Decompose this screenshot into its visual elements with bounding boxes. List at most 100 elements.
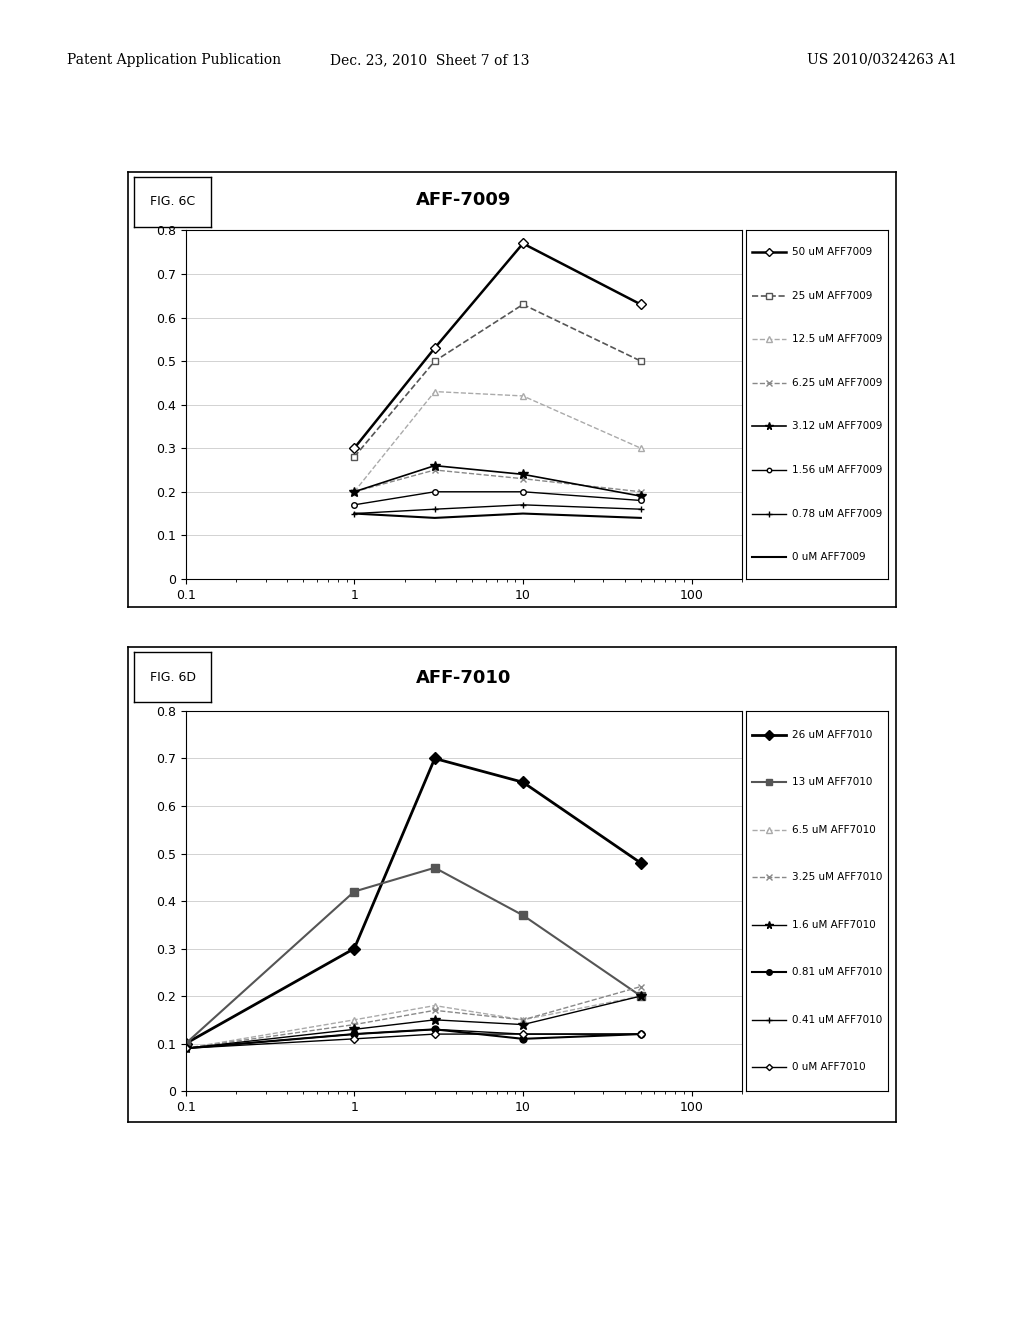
Text: AFF-7010: AFF-7010 xyxy=(417,669,512,686)
Text: 13 uM AFF7010: 13 uM AFF7010 xyxy=(792,777,872,787)
0 uM AFF7009 xyxy=(517,506,529,521)
Text: 0.41 uM AFF7010: 0.41 uM AFF7010 xyxy=(792,1015,882,1024)
12.5 uM AFF7009 xyxy=(429,384,441,400)
3.12 uM AFF7009 xyxy=(517,466,529,482)
Line: 12.5 uM AFF7009: 12.5 uM AFF7009 xyxy=(351,388,644,495)
Text: 0.78 uM AFF7009: 0.78 uM AFF7009 xyxy=(792,508,882,519)
0.81 uM AFF7010 xyxy=(429,1022,441,1038)
0.81 uM AFF7010 xyxy=(348,1026,360,1041)
0 uM AFF7010 xyxy=(635,1026,647,1041)
Text: 0.81 uM AFF7010: 0.81 uM AFF7010 xyxy=(792,968,882,977)
3.12 uM AFF7009 xyxy=(429,458,441,474)
13 uM AFF7010 xyxy=(517,907,529,923)
1.6 uM AFF7010 xyxy=(348,1022,360,1038)
26 uM AFF7010 xyxy=(635,855,647,871)
Text: 26 uM AFF7010: 26 uM AFF7010 xyxy=(792,730,872,739)
1.6 uM AFF7010 xyxy=(429,1012,441,1028)
12.5 uM AFF7009 xyxy=(517,388,529,404)
0.41 uM AFF7010 xyxy=(348,1026,360,1041)
25 uM AFF7009 xyxy=(635,354,647,370)
6.5 uM AFF7010 xyxy=(635,989,647,1005)
Line: 0 uM AFF7010: 0 uM AFF7010 xyxy=(183,1031,644,1051)
3.25 uM AFF7010 xyxy=(517,1012,529,1028)
Line: 3.12 uM AFF7009: 3.12 uM AFF7009 xyxy=(349,461,646,502)
26 uM AFF7010 xyxy=(179,1036,191,1052)
Line: 26 uM AFF7010: 26 uM AFF7010 xyxy=(181,754,645,1048)
Line: 6.25 uM AFF7009: 6.25 uM AFF7009 xyxy=(351,466,644,495)
Text: AFF-7009: AFF-7009 xyxy=(417,191,512,209)
26 uM AFF7010 xyxy=(348,941,360,957)
Text: 25 uM AFF7009: 25 uM AFF7009 xyxy=(792,290,872,301)
50 uM AFF7009 xyxy=(517,235,529,251)
13 uM AFF7010 xyxy=(179,1036,191,1052)
0 uM AFF7010 xyxy=(429,1026,441,1041)
25 uM AFF7009 xyxy=(517,297,529,313)
0.81 uM AFF7010 xyxy=(517,1031,529,1047)
3.25 uM AFF7010 xyxy=(179,1040,191,1056)
6.25 uM AFF7009 xyxy=(517,471,529,487)
0.78 uM AFF7009 xyxy=(348,506,360,521)
50 uM AFF7009 xyxy=(429,341,441,356)
1.56 uM AFF7009 xyxy=(517,484,529,500)
0 uM AFF7009 xyxy=(429,510,441,525)
0 uM AFF7009 xyxy=(348,506,360,521)
13 uM AFF7010 xyxy=(429,859,441,875)
Line: 25 uM AFF7009: 25 uM AFF7009 xyxy=(351,301,644,461)
12.5 uM AFF7009 xyxy=(348,484,360,500)
Text: 0 uM AFF7009: 0 uM AFF7009 xyxy=(792,552,865,562)
25 uM AFF7009 xyxy=(429,354,441,370)
Text: Dec. 23, 2010  Sheet 7 of 13: Dec. 23, 2010 Sheet 7 of 13 xyxy=(331,53,529,67)
0.41 uM AFF7010 xyxy=(517,1026,529,1041)
Line: 0 uM AFF7009: 0 uM AFF7009 xyxy=(354,513,641,517)
0 uM AFF7009 xyxy=(635,510,647,525)
Line: 3.25 uM AFF7010: 3.25 uM AFF7010 xyxy=(182,983,644,1052)
0.78 uM AFF7009 xyxy=(429,502,441,517)
25 uM AFF7009 xyxy=(348,449,360,465)
1.56 uM AFF7009 xyxy=(348,496,360,512)
0 uM AFF7010 xyxy=(179,1040,191,1056)
Text: 0 uM AFF7010: 0 uM AFF7010 xyxy=(792,1063,865,1072)
50 uM AFF7009 xyxy=(348,441,360,457)
50 uM AFF7009 xyxy=(635,297,647,313)
Text: Patent Application Publication: Patent Application Publication xyxy=(67,53,281,67)
0 uM AFF7010 xyxy=(517,1026,529,1041)
3.25 uM AFF7010 xyxy=(348,1016,360,1032)
0.41 uM AFF7010 xyxy=(179,1040,191,1056)
12.5 uM AFF7009 xyxy=(635,441,647,457)
Text: 6.25 uM AFF7009: 6.25 uM AFF7009 xyxy=(792,378,882,388)
26 uM AFF7010 xyxy=(429,751,441,767)
Text: 50 uM AFF7009: 50 uM AFF7009 xyxy=(792,247,872,257)
1.56 uM AFF7009 xyxy=(635,492,647,508)
6.5 uM AFF7010 xyxy=(348,1012,360,1028)
0.81 uM AFF7010 xyxy=(635,1026,647,1041)
0.78 uM AFF7009 xyxy=(635,502,647,517)
Line: 0.41 uM AFF7010: 0.41 uM AFF7010 xyxy=(182,1026,644,1052)
0 uM AFF7010 xyxy=(348,1031,360,1047)
Line: 6.5 uM AFF7010: 6.5 uM AFF7010 xyxy=(182,993,644,1052)
Text: 1.56 uM AFF7009: 1.56 uM AFF7009 xyxy=(792,465,882,475)
0.41 uM AFF7010 xyxy=(429,1022,441,1038)
6.5 uM AFF7010 xyxy=(517,1012,529,1028)
1.6 uM AFF7010 xyxy=(635,989,647,1005)
Text: 6.5 uM AFF7010: 6.5 uM AFF7010 xyxy=(792,825,876,834)
26 uM AFF7010 xyxy=(517,775,529,791)
Text: 12.5 uM AFF7009: 12.5 uM AFF7009 xyxy=(792,334,882,345)
Text: US 2010/0324263 A1: US 2010/0324263 A1 xyxy=(808,53,957,67)
Line: 0.81 uM AFF7010: 0.81 uM AFF7010 xyxy=(182,1026,644,1052)
Text: FIG. 6D: FIG. 6D xyxy=(150,671,196,684)
Line: 0.78 uM AFF7009: 0.78 uM AFF7009 xyxy=(351,502,644,517)
6.25 uM AFF7009 xyxy=(429,462,441,478)
3.25 uM AFF7010 xyxy=(429,1002,441,1018)
13 uM AFF7010 xyxy=(348,883,360,899)
0.41 uM AFF7010 xyxy=(635,1026,647,1041)
6.5 uM AFF7010 xyxy=(429,998,441,1014)
1.6 uM AFF7010 xyxy=(517,1016,529,1032)
6.25 uM AFF7009 xyxy=(635,484,647,500)
0.81 uM AFF7010 xyxy=(179,1040,191,1056)
13 uM AFF7010 xyxy=(635,989,647,1005)
Line: 50 uM AFF7009: 50 uM AFF7009 xyxy=(351,240,644,451)
Line: 1.56 uM AFF7009: 1.56 uM AFF7009 xyxy=(351,488,644,508)
6.5 uM AFF7010 xyxy=(179,1040,191,1056)
Text: 3.12 uM AFF7009: 3.12 uM AFF7009 xyxy=(792,421,882,432)
3.12 uM AFF7009 xyxy=(348,484,360,500)
